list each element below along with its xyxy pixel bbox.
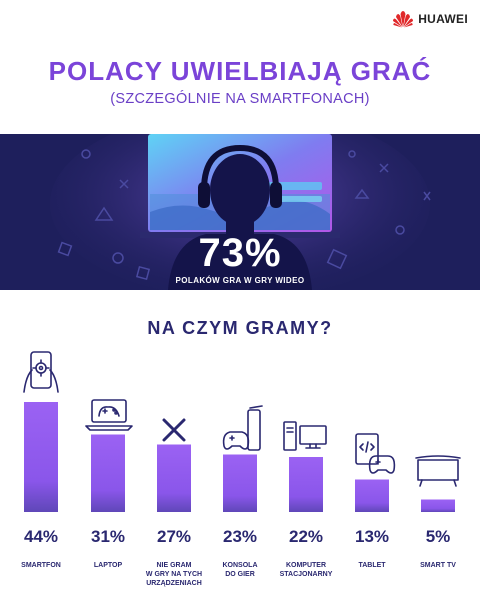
tablet-icon bbox=[355, 433, 396, 474]
hero-stat-caption: POLAKÓW GRA W GRY WIDEO bbox=[175, 276, 305, 285]
value-labels: 44% 31% 27% 23% 22% 13% 5% bbox=[0, 527, 480, 549]
bar-1 bbox=[91, 434, 125, 512]
brand-name: HUAWEI bbox=[418, 12, 468, 26]
category-labels: SMARTFON LAPTOP NIE GRAM W GRY NA TYCH URZ… bbox=[0, 561, 480, 601]
page-title: POLACY UWIELBIAJĄ GRAĆ bbox=[48, 56, 432, 86]
bar-5 bbox=[355, 479, 389, 512]
value-label: 27% bbox=[156, 527, 192, 546]
value-label: 44% bbox=[23, 527, 59, 546]
smart-tv-icon bbox=[415, 455, 461, 487]
value-label: 23% bbox=[222, 527, 258, 546]
smartphone-icon bbox=[23, 351, 59, 393]
value-label: 5% bbox=[425, 527, 451, 546]
bar-chart bbox=[23, 351, 461, 512]
brand: HUAWEI bbox=[392, 10, 468, 28]
desktop-computer-icon bbox=[283, 421, 327, 451]
category-label: LAPTOP bbox=[93, 562, 123, 569]
category-label: KONSOLA DO GIER bbox=[222, 562, 258, 578]
bar-0 bbox=[24, 402, 58, 512]
bar-2 bbox=[157, 444, 191, 512]
chart-title: NA CZYM GRAMY? bbox=[147, 318, 333, 338]
page-subtitle: (SZCZEGÓLNIE NA SMARTFONACH) bbox=[110, 91, 370, 107]
game-console-icon bbox=[222, 405, 263, 451]
gamer-with-headphones-icon bbox=[0, 134, 480, 290]
category-label: SMART TV bbox=[420, 562, 456, 569]
bar-6 bbox=[421, 499, 455, 512]
x-mark-icon bbox=[162, 418, 186, 442]
category-label: KOMPUTER STACJONARNY bbox=[279, 562, 333, 578]
value-label: 13% bbox=[354, 527, 390, 546]
huawei-petal-icon bbox=[393, 11, 414, 28]
bar-3 bbox=[223, 454, 257, 512]
bar-4 bbox=[289, 457, 323, 512]
laptop-icon bbox=[85, 399, 133, 431]
value-label: 22% bbox=[288, 527, 324, 546]
category-label: SMARTFON bbox=[21, 562, 61, 569]
value-label: 31% bbox=[90, 527, 126, 546]
category-label: TABLET bbox=[358, 562, 386, 569]
hero-stat: 73% bbox=[198, 231, 282, 275]
category-label: NIE GRAM W GRY NA TYCH URZĄDZENIACH bbox=[145, 562, 203, 587]
hero-banner bbox=[0, 134, 480, 290]
